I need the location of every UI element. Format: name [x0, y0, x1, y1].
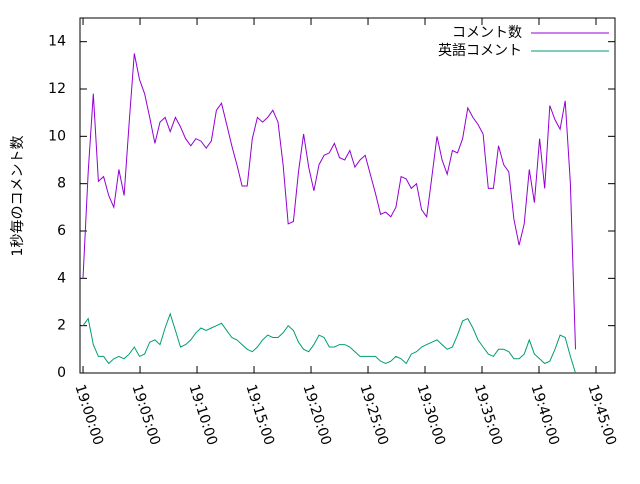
- line: [82, 53, 576, 350]
- y-tick-label: 6: [57, 223, 66, 239]
- plot-frame: [79, 17, 616, 374]
- legend-label: 英語コメント: [438, 42, 522, 59]
- y-axis-label: 1秒毎のコメント数: [10, 136, 26, 257]
- legend-label: コメント数: [452, 25, 522, 41]
- y-tick-label: 0: [57, 365, 66, 381]
- y-tick-label: 14: [48, 34, 66, 50]
- line: [82, 312, 576, 374]
- y-tick-label: 12: [48, 81, 66, 97]
- y-tick-label: 4: [57, 270, 66, 286]
- y-tick-label: 2: [57, 318, 66, 334]
- y-tick-label: 10: [48, 128, 66, 144]
- y-tick-label: 8: [57, 176, 66, 192]
